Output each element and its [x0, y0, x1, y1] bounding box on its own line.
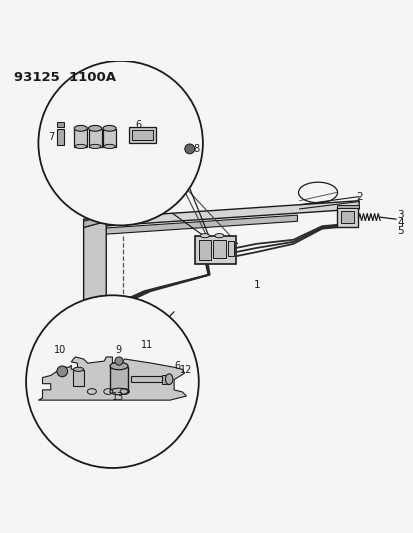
Text: 11: 11	[141, 341, 153, 351]
Bar	[213, 240, 225, 259]
Ellipse shape	[110, 362, 128, 370]
Bar	[337, 207, 357, 228]
Text: 2: 2	[356, 192, 362, 203]
Text: 1: 1	[254, 280, 260, 290]
Text: 5: 5	[396, 225, 403, 236]
Bar	[336, 205, 358, 208]
Bar	[103, 129, 116, 147]
Ellipse shape	[88, 125, 102, 131]
Polygon shape	[83, 215, 106, 228]
Ellipse shape	[73, 367, 83, 372]
Bar	[194, 237, 235, 264]
Ellipse shape	[103, 125, 116, 131]
Text: 10: 10	[54, 345, 66, 356]
Ellipse shape	[214, 233, 223, 238]
Text: 12: 12	[180, 365, 192, 375]
Ellipse shape	[200, 233, 209, 238]
Ellipse shape	[74, 125, 87, 131]
Circle shape	[115, 357, 123, 365]
Bar	[88, 129, 102, 147]
Text: 4: 4	[396, 219, 403, 228]
Bar	[227, 240, 233, 256]
Bar	[198, 240, 211, 260]
Polygon shape	[83, 336, 112, 351]
Circle shape	[57, 366, 67, 377]
Ellipse shape	[104, 144, 115, 149]
Ellipse shape	[165, 374, 173, 384]
Polygon shape	[83, 215, 297, 236]
Bar	[57, 129, 64, 145]
Text: 6: 6	[135, 119, 141, 130]
Ellipse shape	[75, 144, 86, 149]
Polygon shape	[38, 357, 186, 400]
Bar	[128, 127, 155, 143]
Bar	[132, 130, 152, 140]
Polygon shape	[83, 328, 106, 351]
Polygon shape	[106, 345, 141, 351]
Bar	[74, 129, 87, 147]
Polygon shape	[83, 201, 358, 228]
Bar	[57, 122, 64, 127]
Bar	[110, 367, 127, 392]
Text: 6: 6	[174, 361, 180, 371]
Text: 13: 13	[112, 392, 123, 402]
Ellipse shape	[89, 144, 101, 149]
Bar	[161, 375, 166, 384]
Text: 9: 9	[115, 344, 121, 354]
Polygon shape	[83, 221, 106, 351]
Circle shape	[184, 144, 194, 154]
Text: 7: 7	[49, 132, 55, 142]
Text: 3: 3	[396, 210, 403, 220]
Circle shape	[38, 61, 202, 225]
Bar	[73, 370, 83, 386]
Text: 93125  1100A: 93125 1100A	[14, 71, 116, 84]
Circle shape	[26, 295, 198, 468]
Ellipse shape	[110, 388, 128, 395]
Bar	[341, 211, 353, 223]
Bar	[131, 376, 161, 383]
Text: 8: 8	[193, 144, 199, 154]
